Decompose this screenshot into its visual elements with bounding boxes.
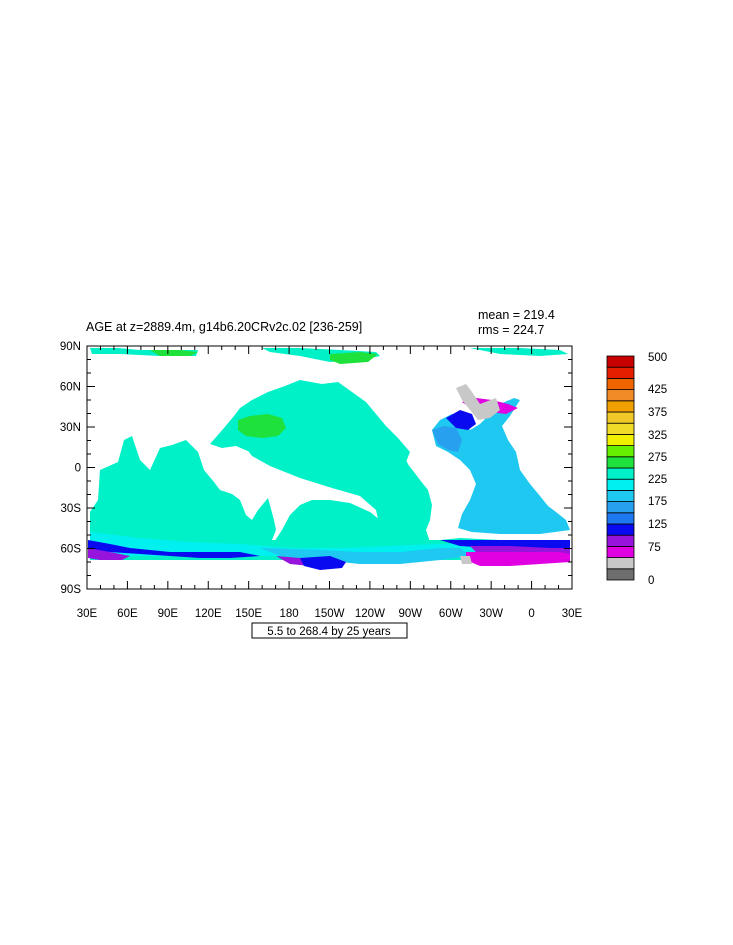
contour-info-box (251, 622, 408, 639)
tick-marks (86, 345, 573, 590)
colorbar-labels: 500 425 375 325 275 225 175 125 75 0 (648, 352, 667, 587)
arctic-patch-right (470, 348, 568, 356)
x-tick-label: 120W (355, 608, 385, 620)
x-tick-label: 180 (279, 608, 298, 620)
colorbar-label: 175 (648, 496, 667, 508)
colorbar-label: 125 (648, 519, 667, 531)
colorbar-label: 0 (648, 575, 654, 587)
atlantic-west-band (432, 426, 462, 452)
colorbar-label: 275 (648, 452, 667, 464)
mean-stat: mean = 219.4 (478, 308, 555, 322)
x-tick-label: 30E (562, 608, 583, 620)
map-plot: 30E 60E 90E 120E 150E 180 150W 120W 90W 60W 30W 0 30… (60, 341, 583, 620)
x-tick-label: 30W (479, 608, 503, 620)
colorbar (606, 355, 635, 581)
colorbar-label: 225 (648, 474, 667, 486)
colorbar-swatch (606, 389, 635, 402)
y-axis-labels: 90N 60N 30N 0 30S 60S 90S (60, 341, 81, 596)
ross-sea-blue (300, 556, 346, 570)
indian-ocean (90, 436, 276, 545)
colorbar-label: 325 (648, 430, 667, 442)
y-tick-label: 30S (61, 503, 82, 515)
colorbar-swatch (606, 512, 635, 525)
colorbar-swatch (606, 433, 635, 446)
y-tick-label: 60N (60, 382, 81, 394)
colorbar-label: 500 (648, 352, 667, 364)
colorbar-swatch (606, 355, 635, 368)
x-tick-label: 90W (399, 608, 423, 620)
y-tick-label: 60S (61, 544, 82, 556)
colorbar-swatch (606, 456, 635, 469)
colorbar-swatch (606, 411, 635, 424)
x-tick-label: 60E (117, 608, 138, 620)
colorbar-swatch (606, 366, 635, 379)
x-tick-label: 120E (195, 608, 222, 620)
x-tick-label: 150E (235, 608, 262, 620)
antarctic-dark-blue-west (88, 540, 260, 558)
map-title: AGE at z=2889.4m, g14b6.20CRv2c.02 [236-… (86, 320, 362, 334)
colorbar-swatch (606, 523, 635, 536)
atlantic-ocean (432, 398, 570, 534)
colorbar-label: 375 (648, 407, 667, 419)
x-tick-label: 150W (314, 608, 344, 620)
x-tick-label: 30E (77, 608, 98, 620)
colorbar-swatch (606, 445, 635, 458)
colorbar-swatch (606, 478, 635, 491)
colorbar-swatch (606, 557, 635, 570)
x-tick-label: 60W (439, 608, 463, 620)
y-tick-label: 90N (60, 341, 81, 353)
arctic-patch-green-center (330, 352, 378, 364)
pacific-ocean-core (240, 398, 424, 530)
colorbar-swatch (606, 422, 635, 435)
colorbar-label: 75 (648, 542, 661, 554)
ocean-field (88, 348, 570, 570)
southern-ocean-blue (260, 548, 470, 564)
y-tick-label: 90S (61, 584, 82, 596)
weddell-magenta (466, 552, 570, 566)
colorbar-swatch (606, 501, 635, 514)
colorbar-swatch (606, 568, 635, 581)
north-pacific-patch (238, 414, 286, 438)
x-tick-label: 0 (528, 608, 534, 620)
x-tick-label: 90E (158, 608, 179, 620)
weddell-gray (460, 556, 472, 564)
atlantic-north-blue (446, 410, 476, 430)
colorbar-swatch (606, 467, 635, 480)
colorbar-swatch (606, 534, 635, 547)
arctic-patch-green-left (150, 350, 198, 356)
atlantic-north-gray (456, 384, 500, 420)
rms-stat: rms = 224.7 (478, 323, 544, 337)
colorbar-swatch (606, 546, 635, 559)
antarctic-purple-west (88, 548, 130, 560)
colorbar-swatch (606, 377, 635, 390)
y-tick-label: 0 (75, 463, 81, 475)
colorbar-swatch (606, 400, 635, 413)
y-tick-label: 30N (60, 422, 81, 434)
colorbar-label: 425 (648, 384, 667, 396)
x-axis-labels: 30E 60E 90E 120E 150E 180 150W 120W 90W 60W 30W 0 30… (77, 608, 583, 620)
contour-info: 5.5 to 268.4 by 25 years (267, 626, 391, 638)
colorbar-swatch (606, 489, 635, 502)
